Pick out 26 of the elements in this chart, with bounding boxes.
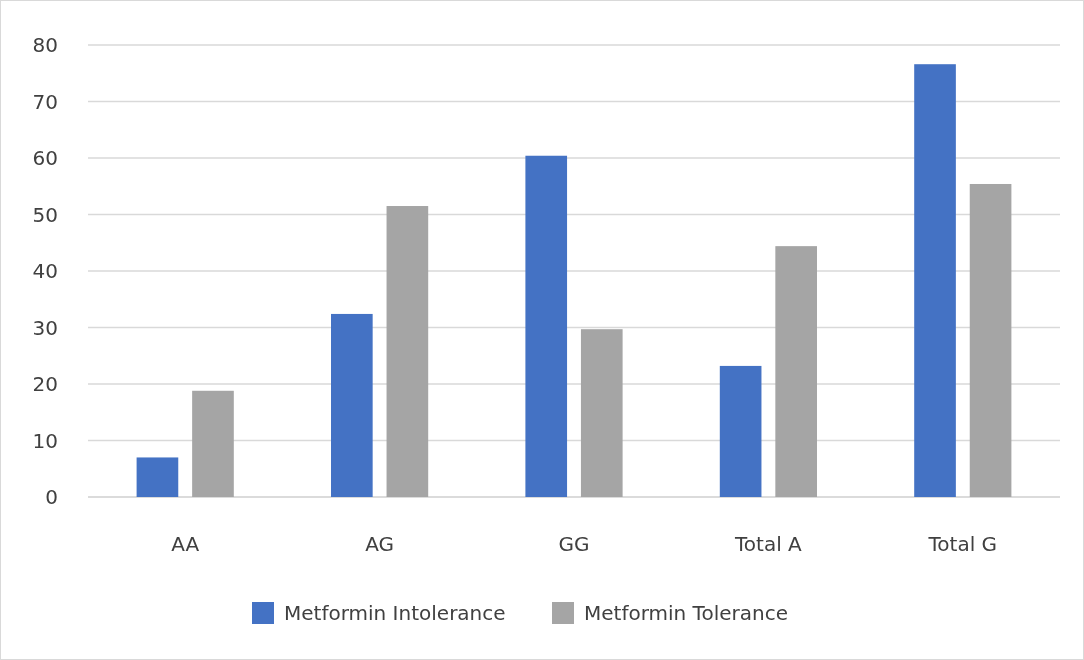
bar: [136, 457, 179, 497]
legend-label: Metformin Tolerance: [584, 601, 788, 625]
x-tick-label: Total G: [927, 532, 998, 556]
y-tick-label: 80: [32, 33, 58, 57]
x-tick-label: AG: [365, 532, 395, 556]
bar: [580, 329, 623, 497]
y-tick-label: 30: [32, 315, 58, 340]
y-tick-label: 0: [45, 485, 58, 509]
bar: [969, 183, 1012, 497]
y-tick-label: 70: [32, 89, 58, 114]
y-tick-label: 40: [32, 259, 58, 283]
x-tick-label: AA: [171, 532, 200, 556]
legend-label: Metformin Intolerance: [284, 601, 506, 625]
bar: [331, 313, 373, 497]
x-tick-label: Total A: [734, 532, 803, 556]
bar: [192, 390, 234, 497]
bar: [775, 246, 817, 497]
bar: [914, 64, 956, 497]
y-tick-label: 50: [32, 202, 58, 227]
bar: [525, 155, 568, 497]
y-tick-label: 20: [32, 372, 58, 396]
bar: [386, 206, 429, 497]
y-tick-label: 10: [32, 428, 58, 453]
bar: [719, 365, 762, 497]
x-tick-label: GG: [558, 532, 590, 556]
y-tick-label: 60: [32, 146, 58, 170]
